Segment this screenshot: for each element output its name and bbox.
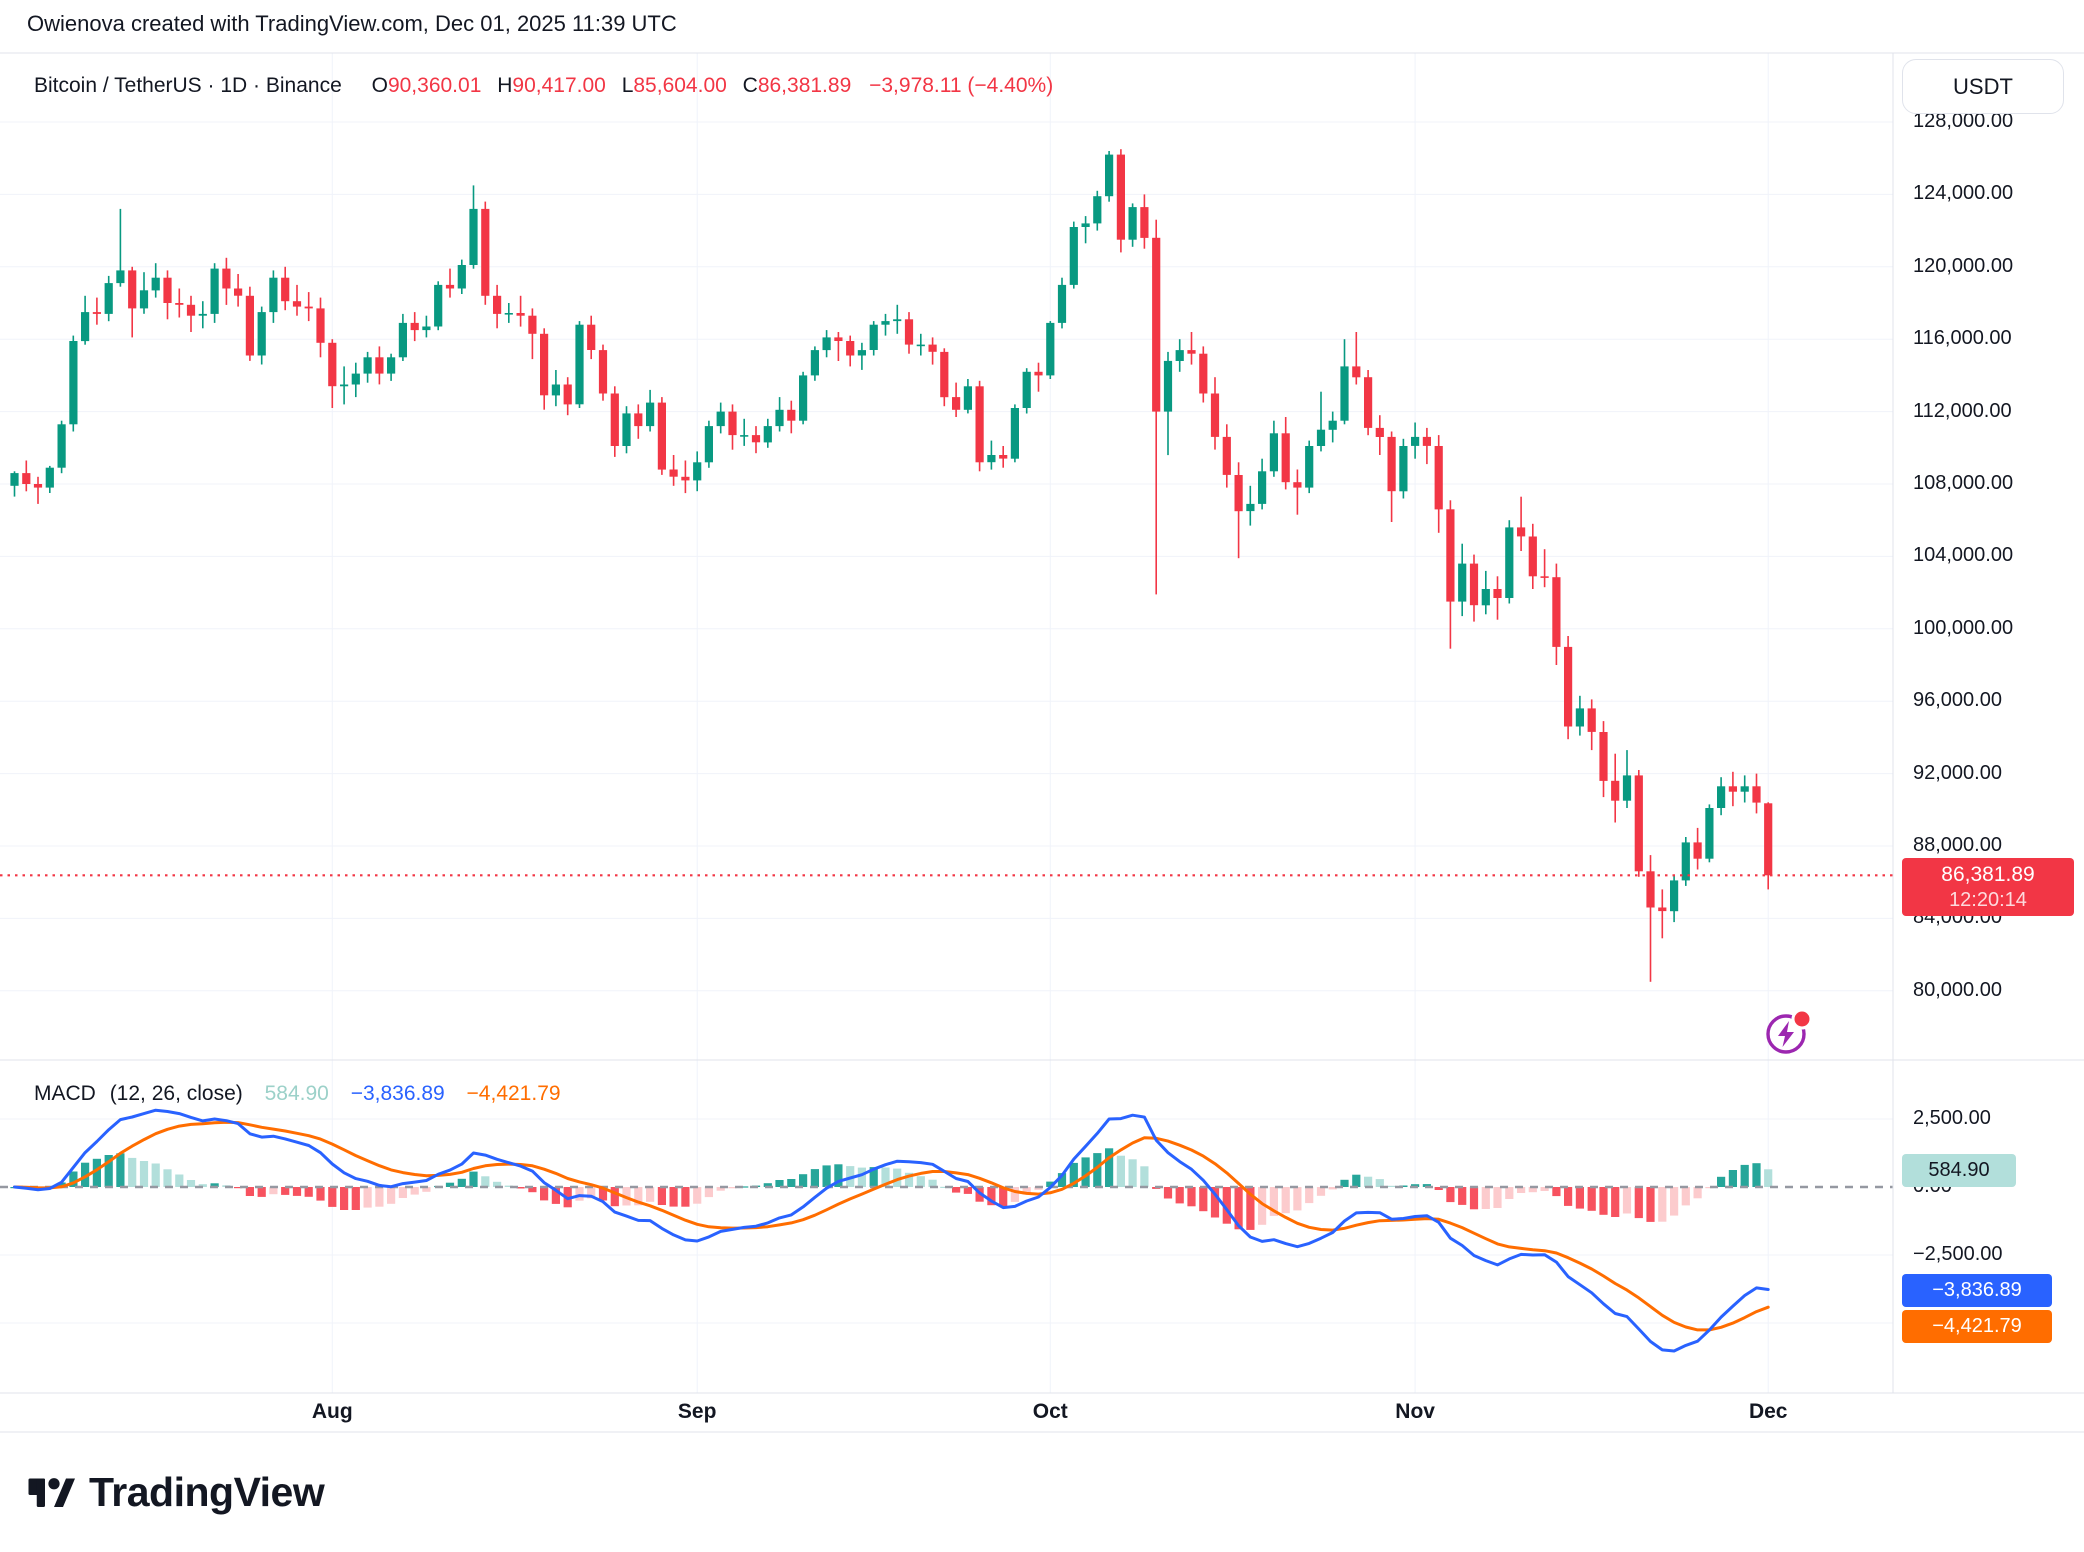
change-value: −3,978.11 (−4.40%) bbox=[869, 74, 1054, 97]
open-label: O bbox=[371, 74, 388, 97]
currency-unit-button[interactable]: USDT bbox=[1902, 59, 2064, 114]
price-axis-label: 128,000.00 bbox=[1913, 110, 2014, 132]
close-label: C bbox=[742, 74, 758, 97]
macd-hist-value: 584.90 bbox=[264, 1082, 329, 1105]
price-axis-label: 124,000.00 bbox=[1913, 182, 2014, 205]
price-axis-label: 112,000.00 bbox=[1913, 399, 2012, 422]
tradingview-logo[interactable]: TradingView bbox=[27, 1468, 325, 1516]
macd-signal-badge: −4,421.79 bbox=[1902, 1310, 2052, 1343]
macd-legend[interactable]: MACD (12, 26, close) 584.90 −3,836.89 −4… bbox=[34, 1082, 561, 1106]
symbol-name: Bitcoin / TetherUS · 1D · Binance bbox=[34, 74, 342, 97]
price-axis-label: 120,000.00 bbox=[1913, 254, 2014, 277]
last-price-badge: 86,381.89 12:20:14 bbox=[1902, 858, 2074, 916]
macd-line-value: −3,836.89 bbox=[350, 1082, 445, 1105]
high-value: 90,417.00 bbox=[512, 74, 606, 97]
time-axis-label-sep: Sep bbox=[677, 1400, 717, 1423]
symbol-legend[interactable]: Bitcoin / TetherUS · 1D · Binance O90,36… bbox=[34, 74, 1053, 98]
last-price-value: 86,381.89 bbox=[1941, 863, 2035, 886]
price-axis-label: 92,000.00 bbox=[1913, 761, 2002, 784]
time-axis-label-nov: Nov bbox=[1395, 1400, 1435, 1423]
price-axis-label: 88,000.00 bbox=[1913, 834, 2002, 856]
candlestick-macd-chart[interactable] bbox=[0, 0, 2084, 1445]
price-axis-label: 100,000.00 bbox=[1913, 616, 2014, 639]
time-axis-label-aug: Aug bbox=[311, 1400, 353, 1423]
indicator-axis-label: −2,500.00 bbox=[1913, 1243, 2003, 1265]
notification-dot-icon bbox=[1794, 1011, 1810, 1027]
time-axis-label-dec: Dec bbox=[1748, 1400, 1788, 1423]
tradingview-wordmark: TradingView bbox=[89, 1468, 325, 1515]
price-axis-label: 108,000.00 bbox=[1913, 472, 2014, 494]
price-axis-label: 96,000.00 bbox=[1913, 689, 2002, 712]
price-axis-label: 104,000.00 bbox=[1913, 544, 2014, 567]
close-value: 86,381.89 bbox=[757, 74, 852, 97]
low-value: 85,604.00 bbox=[633, 74, 727, 97]
open-value: 90,360.01 bbox=[387, 74, 482, 97]
macd-line-badge: −3,836.89 bbox=[1902, 1274, 2052, 1307]
macd-name: MACD bbox=[34, 1082, 96, 1105]
lightning-icon bbox=[1766, 1008, 1813, 1054]
macd-histogram-badge: 584.90 bbox=[1902, 1154, 2016, 1187]
flash-idea-marker[interactable] bbox=[1763, 1008, 1813, 1058]
currency-unit-label: USDT bbox=[1953, 73, 2013, 99]
macd-signal-value: −4,421.79 bbox=[466, 1082, 561, 1105]
attribution-text: Owienova created with TradingView.com, D… bbox=[27, 11, 677, 36]
time-axis-label-oct: Oct bbox=[1032, 1400, 1068, 1423]
price-axis-label: 116,000.00 bbox=[1913, 327, 2012, 350]
high-label: H bbox=[497, 74, 513, 97]
price-axis-label: 80,000.00 bbox=[1913, 978, 2002, 1001]
macd-params: (12, 26, close) bbox=[109, 1082, 243, 1105]
tradingview-mark-icon bbox=[28, 1478, 75, 1507]
indicator-axis-label: 2,500.00 bbox=[1913, 1107, 1991, 1129]
low-label: L bbox=[621, 74, 634, 97]
bar-countdown-timer: 12:20:14 bbox=[1949, 889, 2027, 911]
